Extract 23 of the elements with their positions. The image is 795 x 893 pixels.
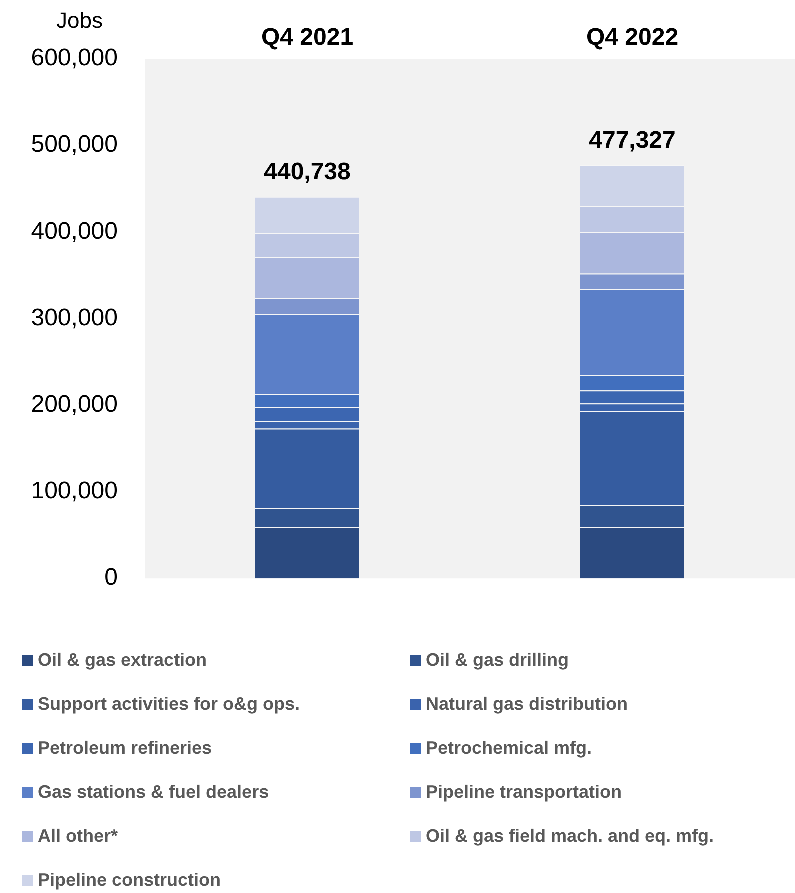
y-tick-label: 0 <box>104 564 118 592</box>
legend-label: Pipeline construction <box>38 870 222 890</box>
legend-label: Oil & gas drilling <box>426 650 570 670</box>
legend-label: Oil & gas extraction <box>38 650 208 670</box>
y-tick-label: 600,000 <box>31 44 118 72</box>
y-tick-label: 400,000 <box>31 218 118 245</box>
legend-label: Natural gas distribution <box>426 694 628 714</box>
total-label: 477,327 <box>589 126 676 154</box>
x-tick-label: Q4 2022 <box>586 24 679 52</box>
y-tick-label: 200,000 <box>31 391 118 418</box>
legend-label: Petroleum refineries <box>38 738 212 758</box>
y-tick-label: 300,000 <box>31 304 118 332</box>
x-tick-label: Q4 2021 <box>261 24 354 52</box>
total-label: 440,738 <box>264 158 351 186</box>
legend-label: Support activities for o&g ops. <box>38 694 300 714</box>
y-tick-label: 500,000 <box>31 131 118 158</box>
legend-label: Gas stations & fuel dealers <box>38 782 270 802</box>
legend-label: Petrochemical mfg. <box>426 738 592 758</box>
legend-label: All other* <box>38 826 118 846</box>
legend-label: Pipeline transportation <box>426 782 622 802</box>
y-tick-label: 100,000 <box>31 478 118 505</box>
y-axis-title: Jobs <box>56 8 103 34</box>
legend-label: Oil & gas field mach. and eq. mfg. <box>426 826 714 846</box>
